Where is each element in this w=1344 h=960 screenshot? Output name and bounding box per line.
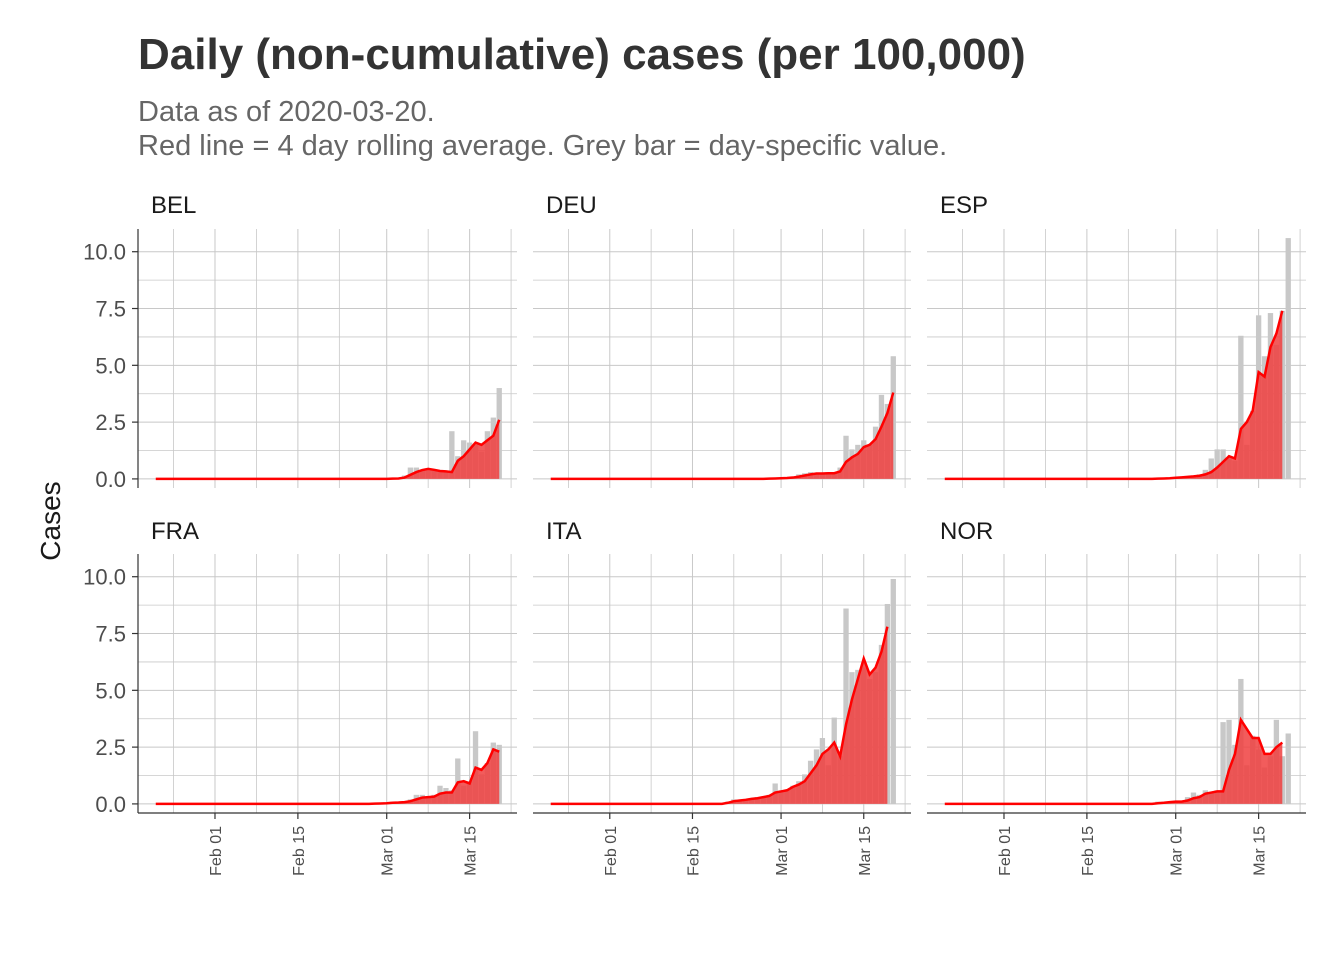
bar-ita xyxy=(890,578,896,804)
y-tick-label: 10.0 xyxy=(83,240,126,265)
facet-label-nor: NOR xyxy=(940,518,993,545)
x-tick-label: Feb 01 xyxy=(997,826,1014,876)
y-tick-label: 2.5 xyxy=(95,735,126,760)
x-tick-label: Mar 15 xyxy=(463,826,480,876)
bar-deu xyxy=(843,435,849,479)
rolling-average-area-nor xyxy=(944,719,1283,804)
bar-ita xyxy=(843,608,849,804)
x-tick-label: Mar 01 xyxy=(380,826,397,876)
rolling-average-line-ita xyxy=(550,626,889,806)
x-tick-label: Mar 01 xyxy=(1169,826,1186,876)
x-tick-label: Mar 01 xyxy=(774,826,791,876)
rolling-average-area-esp xyxy=(944,310,1283,479)
bar-nor xyxy=(1220,722,1226,804)
x-tick-label: Feb 15 xyxy=(685,826,702,876)
rolling-average-area-bel xyxy=(155,419,500,479)
x-tick-label: Feb 01 xyxy=(603,826,620,876)
bar-esp xyxy=(1285,238,1291,479)
rolling-average-line-fra xyxy=(155,747,500,806)
rolling-average-line-nor xyxy=(944,716,1284,806)
facet-label-fra: FRA xyxy=(151,518,199,545)
x-tick-label: Mar 15 xyxy=(1252,826,1269,876)
bar-esp xyxy=(1208,458,1214,479)
chart-subtitle-line-1: Data as of 2020-03-20. xyxy=(138,96,435,128)
y-tick-label: 5.0 xyxy=(95,678,126,703)
rolling-average-line-bel xyxy=(155,419,501,481)
x-tick-label: Feb 01 xyxy=(208,826,225,876)
chart-subtitle-line-2: Red line = 4 day rolling average. Grey b… xyxy=(138,130,948,162)
rolling-average-area-fra xyxy=(155,749,500,804)
chart-title: Daily (non-cumulative) cases (per 100,00… xyxy=(138,30,1026,79)
facet-label-bel: BEL xyxy=(151,192,196,219)
y-tick-label: 7.5 xyxy=(95,622,126,647)
bar-nor xyxy=(1226,719,1232,804)
y-axis-title: Cases xyxy=(35,481,66,560)
y-tick-label: 0.0 xyxy=(95,792,126,817)
rolling-average-line-deu xyxy=(550,392,895,481)
rolling-average-area-ita xyxy=(550,626,888,804)
bar-esp xyxy=(1214,449,1220,479)
rolling-average-line-esp xyxy=(944,310,1284,481)
bar-esp xyxy=(1238,335,1244,479)
y-tick-label: 7.5 xyxy=(95,297,126,322)
y-tick-label: 0.0 xyxy=(95,467,126,492)
y-tick-label: 5.0 xyxy=(95,353,126,378)
bar-nor xyxy=(1285,733,1291,804)
facet-label-esp: ESP xyxy=(940,192,988,219)
y-tick-label: 10.0 xyxy=(83,565,126,590)
y-tick-label: 2.5 xyxy=(95,410,126,435)
bar-bel xyxy=(407,467,414,479)
x-tick-label: Feb 15 xyxy=(1080,826,1097,876)
x-tick-label: Mar 15 xyxy=(857,826,874,876)
facet-label-ita: ITA xyxy=(546,518,582,545)
rolling-average-area-deu xyxy=(550,392,894,479)
bar-bel xyxy=(449,431,455,479)
facet-label-deu: DEU xyxy=(546,192,597,219)
x-tick-label: Feb 15 xyxy=(291,826,308,876)
